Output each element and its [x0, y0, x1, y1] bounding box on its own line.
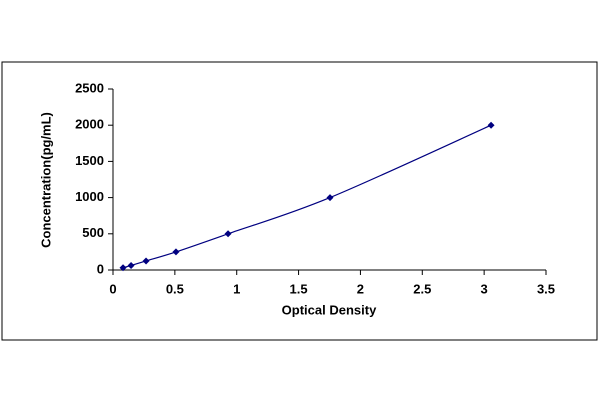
x-tick-label: 2.5	[413, 281, 431, 296]
data-point	[142, 257, 150, 265]
x-tick-label: 2	[357, 281, 364, 296]
data-point	[326, 194, 334, 202]
data-point	[172, 248, 180, 256]
y-tick-label: 500	[82, 225, 104, 240]
x-tick-label: 3.5	[537, 281, 555, 296]
y-tick-label: 2000	[75, 117, 104, 132]
y-axis-label: Concentration(pg/mL)	[38, 112, 53, 248]
chart-frame	[1, 61, 598, 341]
x-tick-label: 0.5	[166, 281, 184, 296]
x-tick-label: 1.5	[290, 281, 308, 296]
data-point	[127, 261, 135, 269]
y-tick-label: 0	[97, 261, 104, 276]
x-tick-label: 3	[481, 281, 488, 296]
data-point	[224, 230, 232, 238]
x-tick-label: 1	[233, 281, 240, 296]
y-tick-label: 1000	[75, 189, 104, 204]
x-axis-label: Optical Density	[282, 302, 377, 317]
y-tick-label: 2500	[75, 80, 104, 95]
y-tick-label: 1500	[75, 153, 104, 168]
x-tick-label: 0	[109, 281, 116, 296]
data-point	[487, 121, 495, 129]
data-point	[119, 264, 127, 272]
